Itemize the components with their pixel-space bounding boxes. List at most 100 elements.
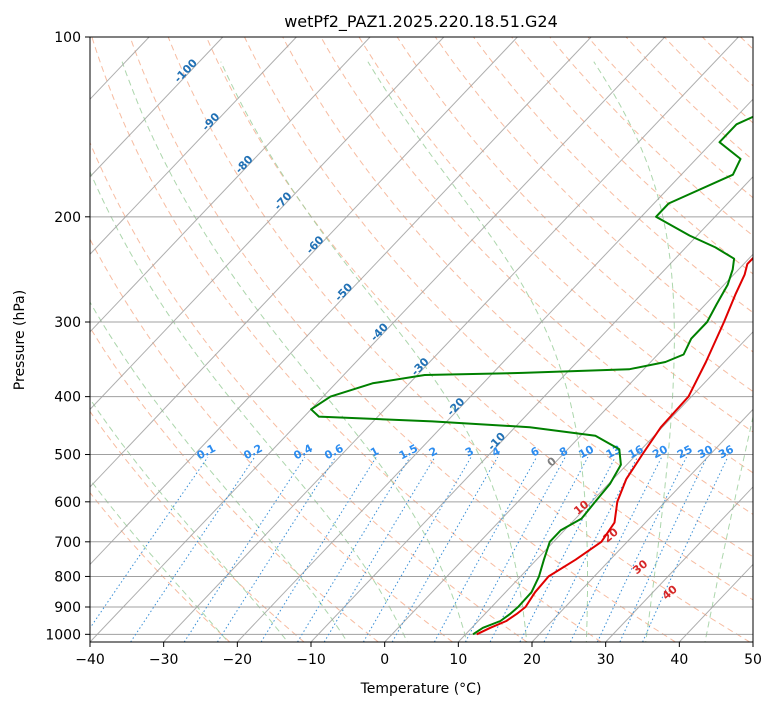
mixing-ratio-line: [183, 456, 306, 642]
moist-adiabat: [90, 398, 289, 642]
mixing-ratio-line: [596, 456, 687, 642]
y-tick-label: 200: [54, 210, 81, 226]
moist-adiabat: [593, 61, 675, 642]
y-tick-label: 400: [54, 390, 81, 406]
temperature-line: [476, 256, 753, 636]
dry-adiabat: [90, 491, 231, 642]
x-tick-label: −30: [149, 652, 179, 668]
dry-adiabat: [205, 37, 753, 601]
y-tick-label: 900: [54, 600, 81, 616]
mixing-ratio-line: [297, 456, 411, 642]
isotherm: [0, 37, 2, 642]
isotherm-label: -40: [368, 320, 391, 344]
x-tick-label: 50: [744, 652, 762, 668]
x-axis: −40 −30 −20 −10 0 10 20 30 40 50: [75, 642, 762, 668]
moist-adiabat: [367, 61, 588, 642]
dry-adiabat: [320, 37, 753, 474]
x-tick-label: 0: [380, 652, 389, 668]
mixing-ratio-label: 0.6: [322, 442, 346, 463]
mixing-ratio-label: 8: [557, 444, 570, 459]
isotherm-label: -60: [303, 233, 326, 257]
mixing-ratio-label: 1: [368, 444, 381, 459]
moist-adiabat: [90, 478, 229, 642]
isotherm: [310, 176, 753, 642]
mixing-ratio-label: 36: [716, 443, 736, 462]
moist-adiabat: [121, 61, 468, 642]
mixing-ratio-line: [90, 456, 209, 629]
lifted-index-label: 40: [660, 582, 680, 602]
mixing-ratio-line: [489, 456, 589, 642]
plot-frame: [89, 36, 754, 643]
isopleth-labels: -100-90-80-70-60-50-40-30-20-100.1 0.2 0.4…: [172, 56, 737, 602]
isotherm: [90, 37, 445, 411]
mixing-ratio-label: 13: [604, 443, 624, 462]
y-tick-label: 700: [54, 535, 81, 551]
y-tick-label: 300: [54, 315, 81, 331]
isotherm: [163, 37, 739, 642]
y-tick-label: 500: [54, 448, 81, 464]
y-tick-label: 800: [54, 569, 81, 585]
x-tick-label: −10: [296, 652, 326, 668]
moist-adiabat: [90, 301, 348, 642]
dry-adiabat: [90, 326, 379, 642]
y-axis: 1000 900 800 700 600 500 400 300 200 100: [45, 30, 90, 643]
moist-adiabat: [704, 414, 753, 642]
isotherm: [605, 486, 753, 642]
mixing-ratio-line: [464, 456, 566, 642]
y-tick-label: 100: [54, 30, 81, 46]
mixing-ratio-line: [260, 456, 377, 642]
dry-adiabat: [434, 37, 753, 353]
mixing-ratio-line: [362, 456, 472, 642]
y-tick-label: 600: [54, 495, 81, 511]
isotherm-label: -70: [271, 189, 294, 213]
mixing-ratio-label: 0.1: [195, 442, 218, 463]
isotherm: [752, 641, 753, 642]
dry-adiabat: [129, 37, 676, 642]
dry-adiabat: [167, 37, 751, 642]
isotherm: [90, 37, 592, 566]
mixing-ratio-line: [642, 456, 729, 642]
isotherm: [90, 37, 666, 642]
mixing-ratio-label: 4: [490, 444, 503, 459]
x-tick-label: 40: [670, 652, 688, 668]
moist-adiabat: [90, 170, 408, 642]
mixing-ratio-line: [543, 456, 638, 642]
isotherm: [90, 37, 297, 256]
mixing-ratio-line: [130, 456, 256, 642]
isotherm-label: -20: [444, 395, 467, 419]
mixing-ratio-line: [519, 456, 616, 642]
y-tick-label: 1000: [45, 627, 81, 643]
isotherm-label: -100: [172, 56, 201, 85]
x-tick-label: −40: [75, 652, 105, 668]
x-tick-label: 10: [449, 652, 467, 668]
dry-adiabat: [91, 37, 602, 642]
isotherm: [457, 331, 753, 642]
mixing-ratio-label: 1.5: [397, 442, 420, 463]
y-axis-label: Pressure (hPa): [12, 290, 28, 390]
mixing-ratio-line: [391, 456, 499, 642]
x-axis-label: Temperature (°C): [360, 681, 482, 697]
dry-adiabat: [549, 37, 753, 237]
isotherm: [90, 37, 371, 333]
chart-title: wetPf2_PAZ1.2025.220.18.51.G24: [284, 12, 558, 32]
mixing-ratio-label: 25: [675, 443, 695, 462]
dry-adiabat: [244, 37, 753, 558]
lifted-index-label: 10: [571, 498, 591, 518]
mixing-ratio-label: 10: [576, 442, 596, 461]
dry-adiabat: [90, 141, 528, 642]
mixing-ratio-line: [433, 456, 538, 642]
isotherm: [90, 37, 224, 178]
dry-adiabat: [282, 37, 753, 515]
mixing-ratio-label: 20: [650, 443, 670, 462]
dewpoint-line: [310, 115, 753, 636]
mixing-ratio-label: 0.2: [241, 442, 264, 463]
dry-adiabat: [90, 238, 453, 642]
dry-adiabat: [90, 410, 305, 642]
mixing-ratio-line: [216, 456, 337, 642]
mixing-ratio-label: 0.4: [291, 442, 315, 463]
x-tick-label: 20: [523, 652, 541, 668]
isotherm: [531, 408, 753, 642]
dry-adiabat: [358, 37, 753, 433]
isotherm: [384, 253, 753, 642]
